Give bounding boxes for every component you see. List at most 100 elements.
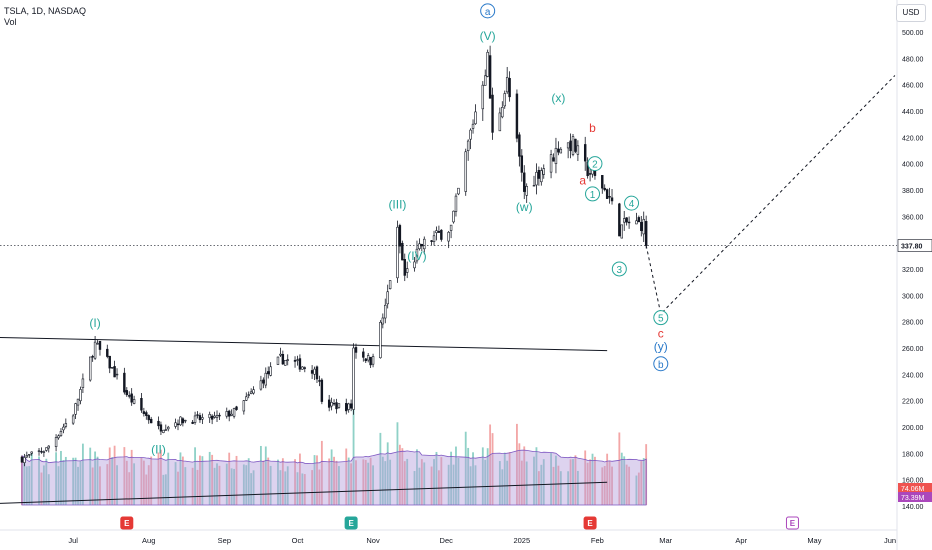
symbol-title[interactable]: TSLA, 1D, NASDAQ [4, 6, 87, 16]
volume-bar [250, 473, 253, 505]
volume-bar [191, 467, 194, 505]
volume-bar [194, 447, 196, 505]
volume-bar [518, 443, 521, 505]
price-axis[interactable]: 140.00 160.00 180.00 200.00 220.00 240.00 260.… [902, 30, 924, 511]
candle [466, 139, 470, 161]
volume-bar [218, 465, 221, 505]
volume-bar [559, 471, 562, 505]
volume-bar [318, 469, 321, 505]
volume-bar [72, 457, 75, 505]
volume-bar [47, 474, 50, 505]
candle [315, 365, 319, 384]
volume-bar [611, 466, 613, 505]
candle [566, 142, 570, 159]
candle [484, 69, 487, 86]
earnings-marker[interactable]: E [344, 516, 358, 530]
forecast-path[interactable] [645, 75, 896, 315]
volume-bar [296, 472, 299, 505]
volume-bar [384, 461, 387, 505]
volume-bar [130, 449, 133, 505]
volume-bar [174, 462, 177, 505]
candle [440, 229, 443, 242]
volume-bar [145, 474, 148, 505]
candle [198, 412, 202, 423]
candle [142, 407, 146, 417]
volume-bar [362, 459, 365, 505]
volume-indicator-label[interactable]: Vol [4, 17, 17, 27]
volume-bar [311, 470, 314, 505]
price-tick-label: 500.00 [902, 30, 924, 37]
volume-bar [286, 466, 289, 505]
candle [57, 434, 60, 440]
volume-bar [150, 456, 153, 505]
candle [637, 215, 641, 223]
candle [91, 354, 94, 362]
volume-bar [423, 462, 426, 505]
volume-bar [38, 456, 40, 505]
price-tick-label: 140.00 [902, 504, 924, 511]
candle [25, 451, 29, 459]
volume-bar [640, 461, 643, 505]
candle [640, 215, 643, 237]
volume-bar [367, 462, 370, 505]
volume-bar [160, 449, 162, 505]
candle [264, 367, 267, 389]
volume-bar [618, 432, 621, 505]
volume-bar [40, 472, 43, 505]
volume-bar [430, 466, 433, 505]
volume-bar [91, 467, 94, 505]
wave-label-circle [587, 156, 603, 172]
candle [113, 360, 116, 378]
volume-bar [537, 471, 540, 505]
candle [64, 418, 68, 429]
volume-bar [352, 395, 355, 505]
candle [464, 148, 467, 196]
volume-bar [216, 463, 218, 505]
earnings-marker[interactable]: E [785, 516, 799, 530]
volume-bar [259, 445, 262, 505]
volume-bar [316, 455, 318, 505]
volume-bar [389, 459, 392, 505]
volume-bar [364, 459, 367, 505]
volume-bar [279, 470, 282, 505]
earnings-marker[interactable]: E [120, 516, 134, 530]
time-tick-label: Aug [142, 536, 155, 545]
trendline[interactable] [0, 481, 608, 504]
volume-bar [347, 457, 350, 505]
volume-bar [45, 458, 48, 505]
candle [644, 215, 648, 249]
candle [269, 362, 272, 377]
candle [28, 454, 31, 458]
volume-bar [557, 465, 560, 505]
candle [281, 350, 285, 365]
volume-bar [128, 472, 131, 505]
time-tick-label: May [807, 536, 821, 545]
candle [335, 398, 338, 414]
volume-bar [235, 455, 238, 505]
volume-bar [284, 471, 287, 505]
currency-button[interactable]: USD [896, 4, 926, 22]
candle [252, 386, 255, 395]
chart-legend: TSLA, 1D, NASDAQ Vol [4, 6, 86, 28]
candle [242, 400, 246, 415]
candle [542, 164, 545, 179]
candle [30, 451, 33, 456]
candle [159, 421, 163, 435]
earnings-marker[interactable]: E [583, 516, 597, 530]
candle [230, 409, 233, 417]
volume-bar [230, 468, 233, 505]
volume-bar [406, 458, 409, 505]
candle [79, 386, 82, 405]
wave-label: 1 [590, 190, 596, 201]
volume-bar [294, 459, 296, 505]
candle [420, 243, 424, 252]
candle [125, 387, 129, 397]
volume-bar [403, 461, 406, 505]
candle [303, 366, 307, 373]
time-axis[interactable]: Jul Aug Sep Oct Nov Dec 2025 Feb Mar Apr May Jun [68, 536, 896, 545]
trendline[interactable] [0, 336, 608, 352]
volume-bar [433, 459, 435, 505]
volume-bar [162, 474, 165, 505]
